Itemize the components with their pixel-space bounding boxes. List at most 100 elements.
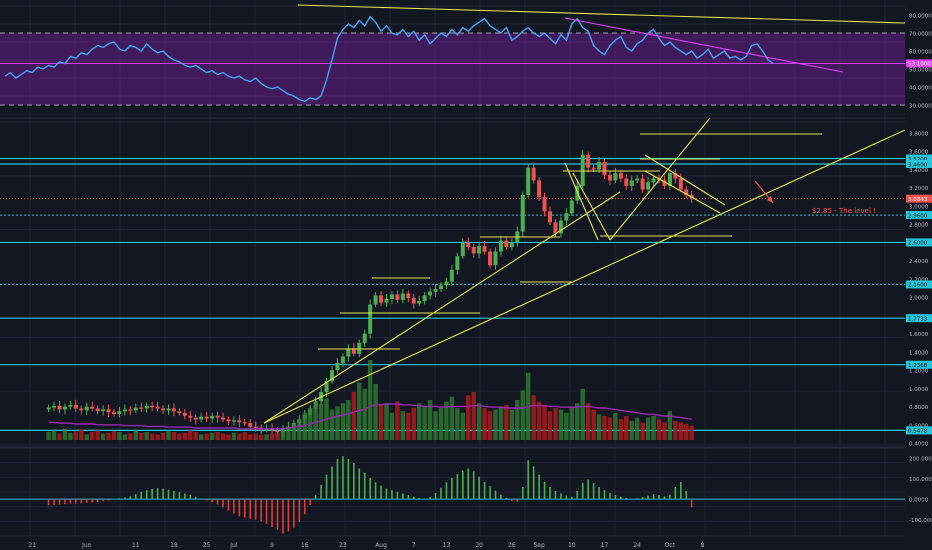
- time-tick-label: 9: [270, 542, 274, 549]
- candle-body: [226, 419, 231, 422]
- candle-body: [558, 220, 563, 234]
- time-tick-label: 10: [568, 542, 576, 549]
- volume-bar: [73, 431, 79, 440]
- current-price-label-bg: [906, 194, 932, 203]
- candle-body: [177, 411, 182, 414]
- candle-body: [237, 420, 242, 423]
- time-scale[interactable]: 21 Jun 11 18 25 Jul 9 16 23 Aug 7 13 20 26 Sep 10 17 24 Oc…: [0, 537, 932, 550]
- volume-bar: [226, 434, 231, 440]
- volume-bar: [602, 416, 607, 440]
- candle-body: [597, 162, 602, 170]
- price-tick-label: 2.8000: [909, 223, 929, 229]
- volume-bar: [536, 401, 542, 440]
- time-tick-label: 21: [28, 542, 36, 549]
- volume-bar: [569, 406, 574, 440]
- volume-bar: [318, 404, 324, 440]
- price-tick-label: 3.2000: [909, 186, 929, 192]
- volume-bar: [253, 433, 258, 440]
- candle-body: [248, 423, 253, 427]
- volume-bar: [575, 403, 580, 440]
- volume-bar: [275, 432, 280, 440]
- volume-bar: [139, 432, 144, 440]
- candle-body: [602, 162, 607, 175]
- time-tick-label: Jul: [229, 542, 238, 549]
- volume-bar: [166, 431, 171, 440]
- candle-body: [362, 333, 367, 343]
- price-level-label-bg: [906, 159, 932, 168]
- volume-bar: [68, 432, 73, 440]
- price-level-label-bg: [906, 426, 932, 435]
- candle-body: [667, 173, 672, 186]
- rising-trendline: [263, 191, 621, 424]
- drawing-tools[interactable]: [263, 117, 906, 424]
- time-tick-label: 24: [633, 542, 641, 549]
- candle-body: [122, 409, 127, 412]
- candle-body: [433, 288, 438, 292]
- price-level-label: 0.5478: [908, 429, 928, 435]
- price-tick-label: 0.4000: [909, 442, 929, 448]
- oscillator-tick-label: 0.0000: [909, 498, 929, 504]
- rsi-panel[interactable]: [0, 4, 906, 106]
- volume-bar: [128, 433, 133, 440]
- price-level-label-bg: [906, 238, 932, 247]
- oscillator-panel[interactable]: [0, 456, 905, 534]
- rsi-current-label-bg: [906, 59, 932, 68]
- candle-body: [128, 409, 133, 411]
- volume-bar: [466, 395, 471, 440]
- candle-body: [79, 408, 84, 411]
- volume-bar: [449, 396, 455, 440]
- time-tick-label: 13: [443, 542, 451, 549]
- price-level-label: 2.1600: [908, 283, 928, 289]
- candle-body: [548, 211, 552, 223]
- volume-bar: [547, 411, 553, 440]
- oscillator-tick-label: 100.0000: [909, 477, 932, 483]
- rsi-tick-label: 40.0000: [909, 86, 932, 92]
- price-level-label-bg: [906, 314, 932, 323]
- volume-bar: [406, 412, 411, 440]
- volume-bar: [57, 433, 62, 440]
- volume-bar: [248, 434, 253, 440]
- candle-body: [73, 404, 78, 409]
- rsi-tick-label: 70.0000: [909, 32, 932, 38]
- candle-body: [635, 178, 640, 181]
- price-tick-label: 3.4000: [909, 168, 929, 174]
- candle-body: [439, 285, 443, 289]
- candle-body: [646, 182, 651, 190]
- price-tick-label: 3.6000: [909, 150, 929, 156]
- candle-body: [482, 246, 487, 252]
- candle-body: [155, 406, 160, 409]
- volume-bar: [596, 414, 602, 440]
- rsi-resistance-line: [564, 17, 844, 73]
- candle-body: [357, 342, 362, 354]
- volume-bar: [335, 406, 340, 440]
- volume-bar: [482, 408, 487, 440]
- price-scale[interactable]: 80.0000 70.0000 60.0000 50.0000 40.0000 30.00…: [905, 0, 932, 550]
- volume-bar: [171, 432, 177, 440]
- candle-body: [139, 407, 144, 409]
- volume-bar: [542, 404, 547, 440]
- current-price-label: 3.0843: [908, 197, 928, 203]
- candle-body: [324, 381, 329, 393]
- volume-bar: [155, 434, 160, 440]
- rsi-tick-label: 60.0000: [909, 50, 932, 56]
- candle-body: [117, 411, 122, 414]
- volume-bar: [591, 409, 596, 440]
- candle-body: [182, 413, 187, 416]
- candle-body: [471, 247, 476, 254]
- price-level-label: 1.2368: [908, 363, 928, 369]
- candle-body: [95, 408, 100, 412]
- volume-bar: [340, 403, 346, 440]
- volume-bar: [122, 434, 128, 440]
- candle-body: [477, 246, 482, 254]
- volume-bar: [684, 424, 689, 440]
- volume-bar: [188, 430, 193, 440]
- price-tick-label: 3.0000: [909, 204, 929, 210]
- candle-body: [455, 256, 460, 270]
- candle-body: [351, 348, 356, 354]
- volume-bar: [111, 431, 117, 440]
- volume-bar: [106, 432, 111, 440]
- rsi-tick-label: 80.0000: [909, 14, 932, 20]
- volume-bar: [258, 435, 264, 440]
